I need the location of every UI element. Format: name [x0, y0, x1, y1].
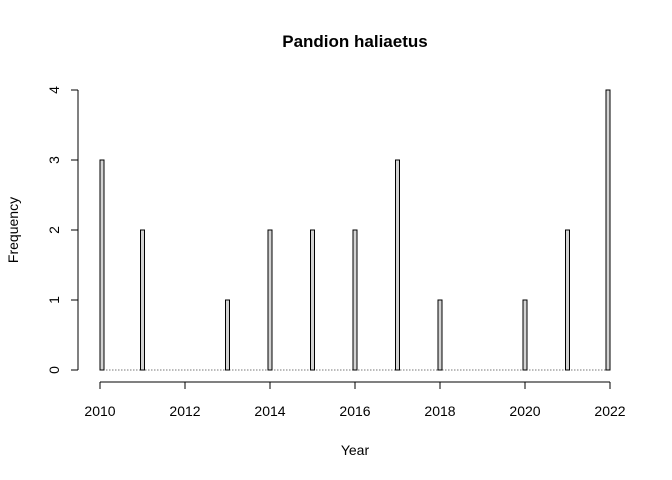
- x-tick-label: 2010: [84, 403, 115, 419]
- x-tick-label: 2016: [339, 403, 370, 419]
- x-tick-label: 2014: [254, 403, 285, 419]
- bar-2017: [395, 159, 400, 371]
- bar-2015: [310, 229, 315, 371]
- x-tick-label: 2012: [169, 403, 200, 419]
- y-tick-label: 0: [46, 366, 62, 374]
- bar-2021: [565, 229, 570, 371]
- y-axis-label: Frequency: [5, 197, 21, 263]
- bar-2010: [99, 159, 105, 371]
- bar-2013: [225, 299, 230, 371]
- bar-2018: [437, 299, 443, 371]
- y-axis: 0 1 2 3 4: [46, 86, 79, 374]
- bars: [99, 89, 611, 371]
- bar-2016: [352, 229, 358, 371]
- chart-title: Pandion haliaetus: [282, 32, 427, 51]
- x-axis: 2010 2012 2014 2016 2018 2020 2022: [84, 381, 626, 419]
- x-axis-label: Year: [341, 442, 370, 458]
- y-tick-label: 3: [46, 156, 62, 164]
- bar-2011: [140, 229, 145, 371]
- bar-2014: [267, 229, 273, 371]
- x-tick-label: 2018: [424, 403, 455, 419]
- bar-2020: [522, 299, 528, 371]
- x-tick-label: 2022: [594, 403, 625, 419]
- y-tick-label: 1: [46, 296, 62, 304]
- y-tick-label: 4: [46, 86, 62, 94]
- x-tick-label: 2020: [509, 403, 540, 419]
- bar-2022: [605, 89, 611, 371]
- y-tick-label: 2: [46, 226, 62, 234]
